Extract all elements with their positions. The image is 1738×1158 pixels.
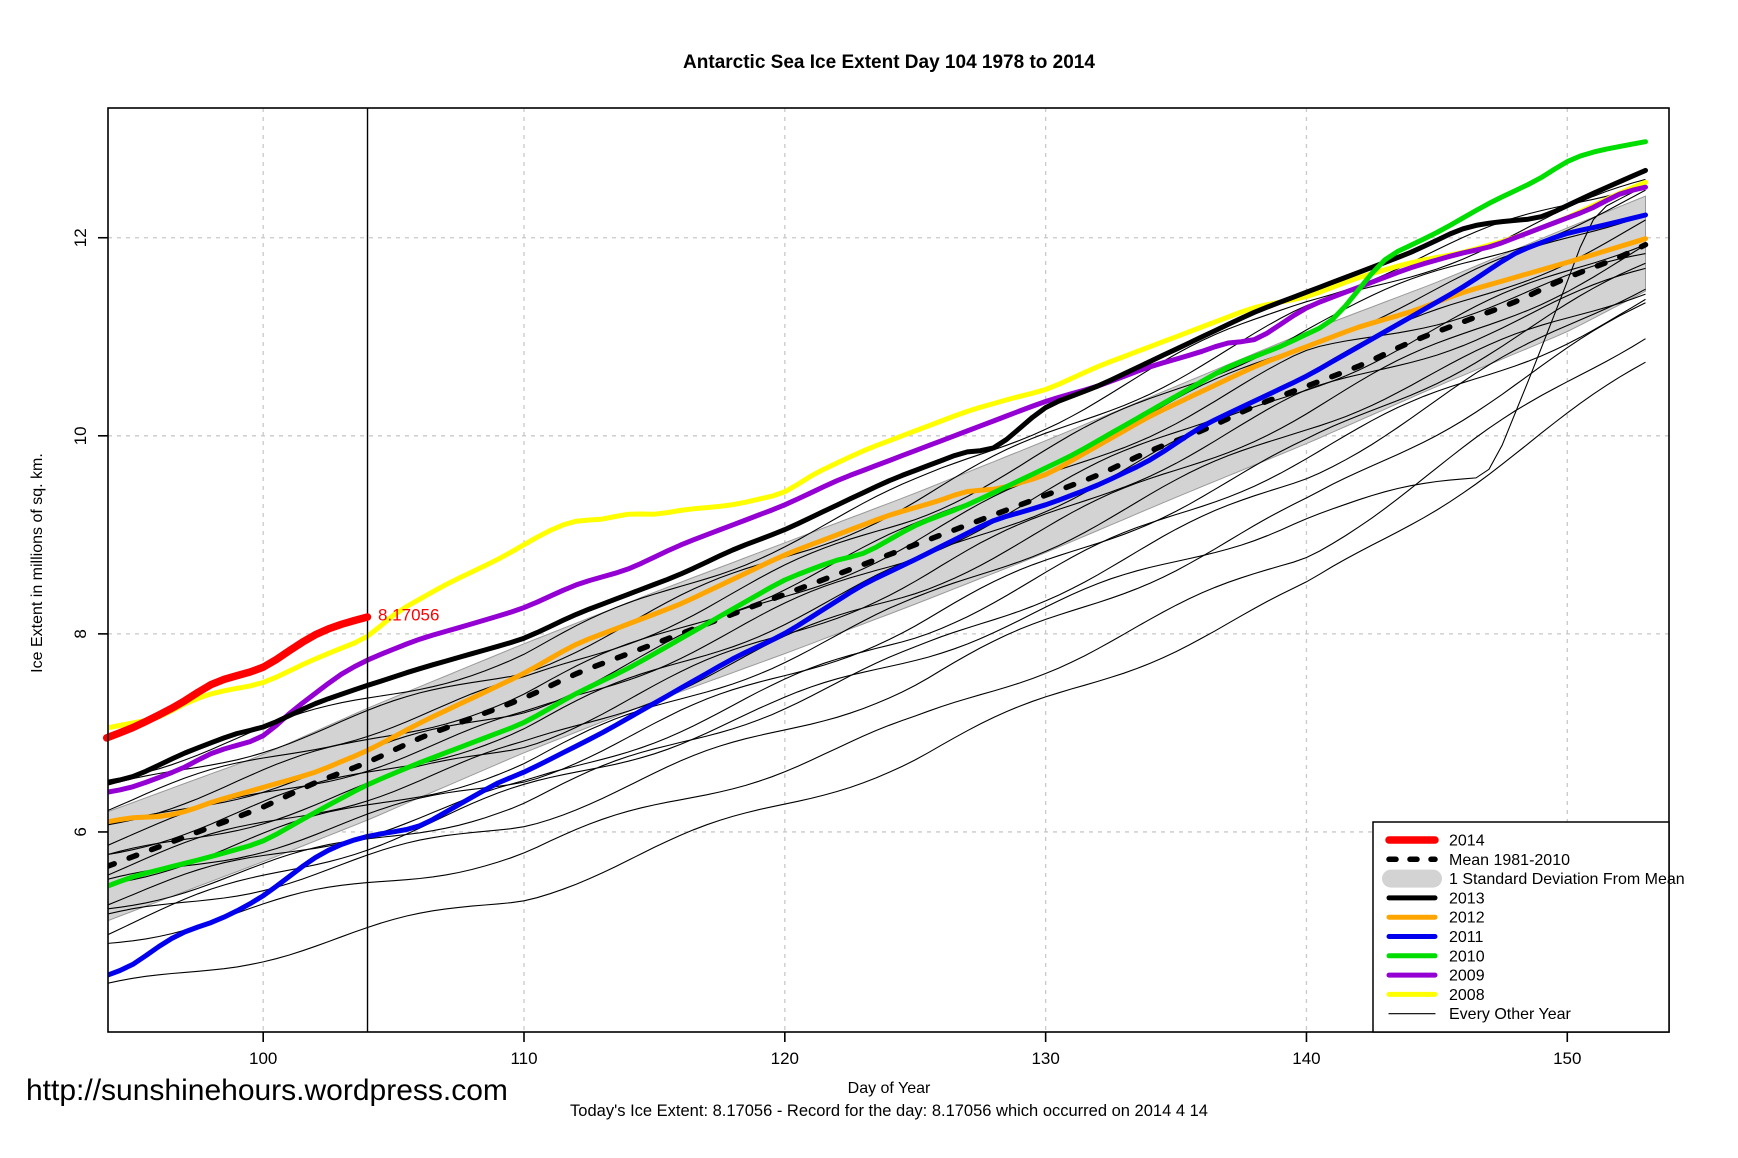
- series-line-2009: [108, 184, 1648, 795]
- legend-label: Mean 1981-2010: [1449, 852, 1570, 869]
- series-line-2010: [108, 139, 1648, 889]
- y-tick-label: 8: [71, 629, 90, 638]
- every-other-year-line: [108, 178, 1646, 786]
- x-tick-label: 110: [510, 1049, 537, 1068]
- x-axis-label: Day of Year: [847, 1080, 931, 1097]
- y-tick-label: 12: [71, 228, 90, 247]
- x-tick-label: 120: [771, 1049, 799, 1068]
- x-tick-label: 130: [1031, 1049, 1059, 1068]
- series-line-2013: [108, 167, 1648, 785]
- series-line-2012: [108, 236, 1648, 825]
- every-other-year-line: [108, 293, 1646, 885]
- series-line-2011: [108, 212, 1648, 978]
- legend-label: 2012: [1449, 910, 1485, 927]
- y-tick-label: 6: [71, 827, 90, 836]
- legend-label: Every Other Year: [1449, 1006, 1572, 1023]
- legend-label: 2009: [1449, 968, 1485, 985]
- legend: 2014 Mean 1981-2010 1 Standard Deviation F…: [1372, 821, 1685, 1033]
- plot-area: [108, 139, 1649, 984]
- ice-extent-annotation: 8.17056: [378, 605, 440, 625]
- x-tick-label: 140: [1292, 1049, 1320, 1068]
- legend-box: [1372, 821, 1670, 1033]
- x-tick-label: 100: [249, 1049, 277, 1068]
- series-line-2008: [108, 179, 1648, 731]
- every-other-year-line: [108, 189, 1646, 812]
- every-other-year-line: [108, 244, 1646, 876]
- every-other-year-line: [108, 185, 1646, 936]
- every-other-year-line: [108, 361, 1646, 984]
- every-other-year-line: [108, 214, 1646, 826]
- legend-label: 2014: [1449, 833, 1485, 850]
- y-tick-label: 10: [71, 426, 90, 445]
- x-tick-label: 150: [1553, 1049, 1581, 1068]
- every-other-year-line: [108, 338, 1646, 944]
- series-line-2014: [102, 613, 372, 742]
- status-line: Today's Ice Extent: 8.17056 - Record for…: [570, 1102, 1208, 1120]
- every-other-year-line: [108, 262, 1646, 880]
- legend-label: 2010: [1449, 948, 1485, 965]
- every-other-year-lines: [108, 178, 1646, 984]
- y-axis-label: Ice Extent in millions of sq. km.: [29, 453, 46, 673]
- watermark-url: http://sunshinehours.wordpress.com: [26, 1074, 508, 1107]
- page-title: Antarctic Sea Ice Extent Day 104 1978 to…: [683, 52, 1095, 73]
- plot-border: [107, 107, 1670, 1033]
- axes: 100 110 120 130 140 150 6 8 10 12: [71, 228, 1581, 1068]
- legend-label: 2008: [1449, 987, 1485, 1004]
- every-other-year-line: [108, 184, 1646, 782]
- legend-label: 2013: [1449, 890, 1485, 907]
- legend-label: 2011: [1449, 929, 1484, 946]
- every-other-year-line: [108, 302, 1646, 915]
- legend-label: 1 Standard Deviation From Mean: [1449, 871, 1685, 888]
